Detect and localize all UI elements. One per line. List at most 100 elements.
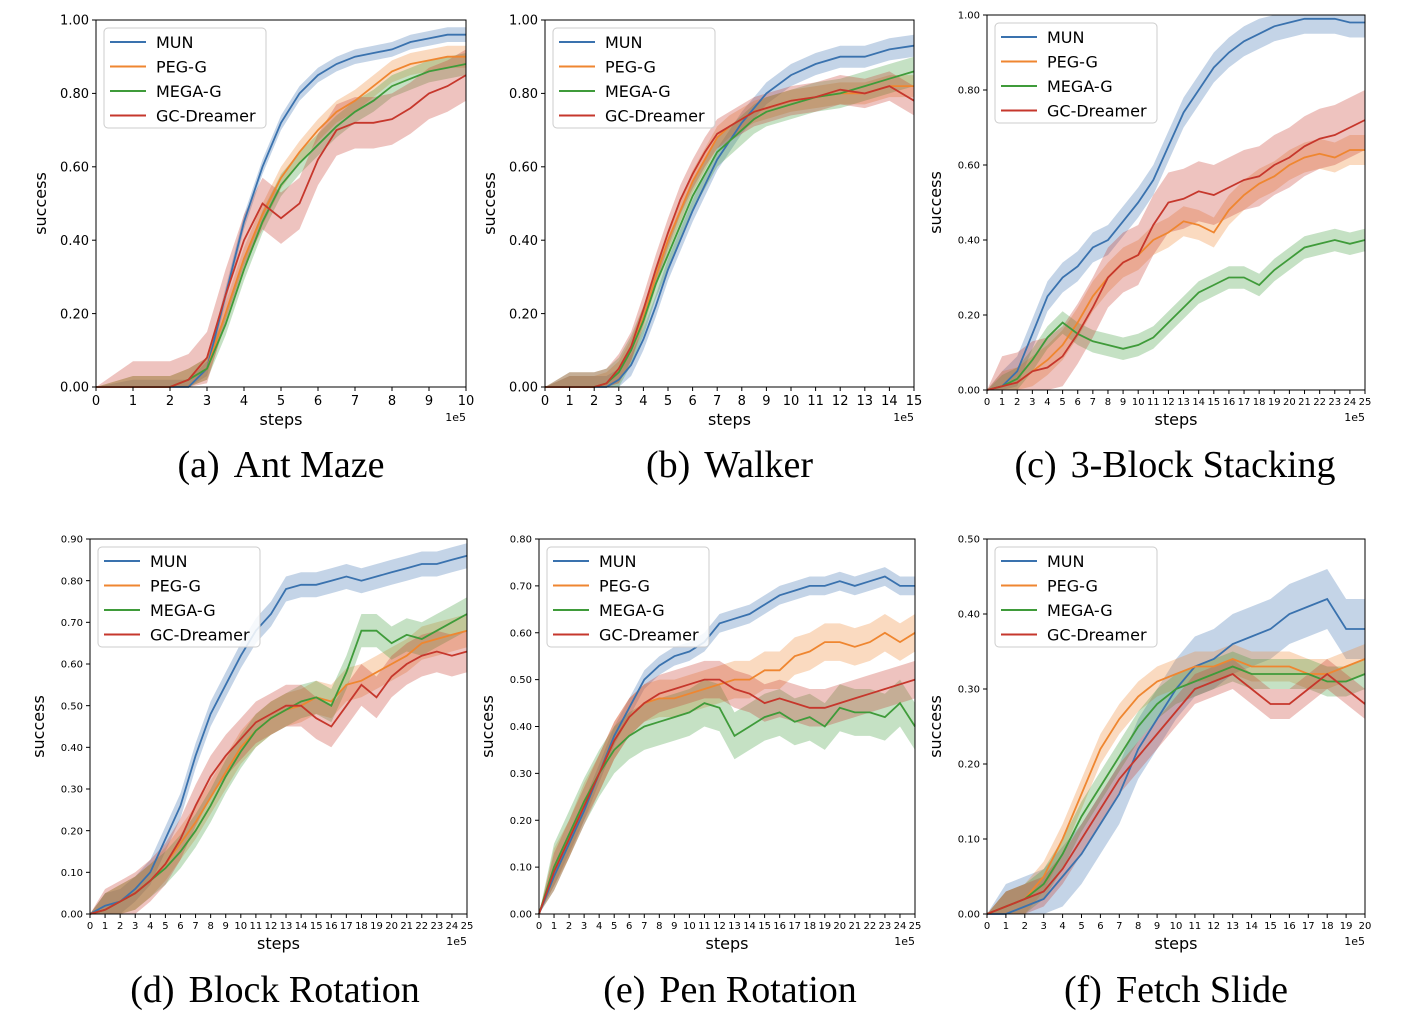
x-tick-label: 18	[803, 921, 816, 932]
x-tick-label: 2	[1022, 921, 1028, 932]
legend-label-peg-g: PEG-G	[1047, 53, 1098, 72]
y-axis-label: success	[926, 695, 945, 758]
legend: MUN PEG-G MEGA-G GC-Dreamer	[552, 27, 716, 129]
x-tick-label: 3	[581, 921, 587, 932]
legend-label-mega-g: MEGA-G	[599, 601, 665, 620]
series-line-mega-g	[986, 239, 1366, 391]
x-tick-label: 9	[671, 921, 677, 932]
x-tick-label: 9	[762, 394, 770, 409]
x-tick-label: 17	[340, 921, 353, 932]
x-axis-multiplier: 1e5	[893, 411, 914, 424]
x-tick-label: 16	[1223, 397, 1236, 408]
legend-box	[552, 27, 716, 129]
x-tick-label: 6	[314, 394, 322, 409]
y-axis-label: success	[478, 695, 497, 758]
x-tick-label: 8	[1135, 921, 1141, 932]
x-axis-multiplier: 1e5	[446, 935, 467, 948]
x-tick-label: 4	[1044, 397, 1050, 408]
x-tick-label: 21	[400, 921, 413, 932]
legend-box	[994, 546, 1158, 648]
caption-title: Fetch Slide	[1115, 969, 1288, 1011]
legend-label-mun: MUN	[1047, 552, 1084, 571]
legend-box	[994, 22, 1158, 124]
x-tick-label: 20	[1283, 397, 1296, 408]
legend-label-gc-dreamer: GC-Dreamer	[605, 107, 705, 126]
x-tick-label: 12	[832, 394, 849, 409]
x-tick-label: 21	[1298, 397, 1311, 408]
x-tick-label: 25	[1359, 397, 1372, 408]
caption-label: (d)	[130, 969, 175, 1011]
x-tick-label: 4	[596, 921, 602, 932]
x-tick-label: 11	[1189, 921, 1202, 932]
x-tick-label: 6	[1097, 921, 1103, 932]
x-tick-label: 7	[351, 394, 359, 409]
x-tick-label: 11	[1147, 397, 1160, 408]
chart-panel-3: 0 1 2 3 4 5 6 7 8 9 10 11 12 13 14 15 16 17 18 19 20 21 22 23 24…	[926, 11, 1371, 429]
y-tick-label: 1.00	[958, 11, 980, 22]
legend-label-mega-g: MEGA-G	[150, 601, 216, 620]
x-axis-multiplier: 1e5	[1344, 935, 1365, 948]
y-tick-label: 0.60	[958, 161, 980, 172]
x-tick-label: 13	[280, 921, 293, 932]
panel-caption: (b) Walker	[545, 443, 914, 487]
x-tick-label: 1	[999, 397, 1005, 408]
x-tick-label: 14	[295, 921, 308, 932]
x-tick-label: 14	[1245, 921, 1258, 932]
y-tick-label: 0.90	[61, 535, 83, 546]
y-tick-label: 1.00	[60, 14, 89, 29]
legend-label-gc-dreamer: GC-Dreamer	[150, 626, 250, 645]
series-line-mega-g	[545, 70, 915, 388]
y-tick-label: 0.40	[509, 234, 538, 249]
x-tick-label: 6	[177, 921, 183, 932]
y-tick-label: 0.40	[60, 234, 89, 249]
x-tick-label: 5	[277, 394, 285, 409]
caption-title: 3-Block Stacking	[1070, 444, 1336, 486]
series-line-peg-g	[986, 149, 1365, 391]
x-tick-label: 17	[1238, 397, 1251, 408]
y-tick-label: 0.10	[510, 863, 532, 874]
x-tick-label: 17	[788, 921, 801, 932]
x-tick-label: 3	[132, 921, 138, 932]
x-tick-label: 13	[728, 921, 741, 932]
band-peg-g	[539, 614, 915, 914]
x-tick-label: 2	[166, 394, 174, 409]
series-line-mun	[986, 17, 1365, 391]
legend: MUN PEG-G MEGA-G GC-Dreamer	[546, 546, 710, 648]
plot-frame	[986, 14, 1366, 391]
panel-caption: (e) Pen Rotation	[520, 968, 940, 1012]
x-tick-label: 5	[611, 921, 617, 932]
legend-label-peg-g: PEG-G	[156, 58, 207, 77]
band-mega-g	[539, 679, 915, 914]
x-tick-label: 2	[117, 921, 123, 932]
x-tick-label: 9	[1120, 397, 1126, 408]
legend-label-mega-g: MEGA-G	[156, 82, 222, 101]
y-tick-label: 0.20	[510, 816, 532, 827]
legend: MUN PEG-G MEGA-G GC-Dreamer	[103, 27, 267, 129]
x-tick-label: 12	[1207, 921, 1220, 932]
x-tick-label: 23	[430, 921, 443, 932]
panel-caption: (f) Fetch Slide	[987, 968, 1365, 1012]
y-tick-label: 0.10	[61, 868, 83, 879]
legend-label-mun: MUN	[1047, 28, 1084, 47]
y-tick-label: 0.40	[61, 743, 83, 754]
caption-title: Block Rotation	[188, 969, 420, 1011]
legend-label-gc-dreamer: GC-Dreamer	[1047, 102, 1147, 121]
x-tick-label: 0	[541, 394, 549, 409]
series-line-gc-dreamer	[986, 119, 1366, 391]
x-tick-label: 0	[984, 397, 990, 408]
legend-label-mun: MUN	[605, 33, 642, 52]
x-tick-label: 0	[87, 921, 93, 932]
x-tick-label: 11	[807, 394, 824, 409]
legend-label-gc-dreamer: GC-Dreamer	[599, 626, 699, 645]
x-tick-label: 7	[1116, 921, 1122, 932]
y-tick-label: 0.40	[958, 610, 980, 621]
x-axis-label: steps	[257, 934, 300, 953]
x-tick-label: 11	[698, 921, 711, 932]
x-tick-label: 9	[223, 921, 229, 932]
legend-box	[103, 27, 267, 129]
x-tick-label: 9	[425, 394, 433, 409]
band-gc-dreamer	[539, 660, 915, 914]
x-tick-label: 20	[385, 921, 398, 932]
x-axis-label: steps	[1155, 410, 1198, 429]
x-tick-label: 0	[536, 921, 542, 932]
